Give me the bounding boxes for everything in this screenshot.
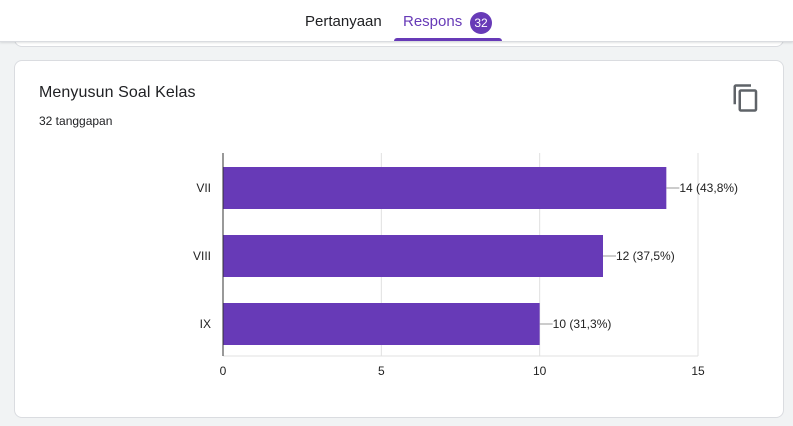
chart-category-label: VIII xyxy=(193,249,211,263)
tab-questions[interactable]: Pertanyaan xyxy=(305,13,382,30)
tab-responses-label: Respons xyxy=(403,13,463,30)
chart-data-label: 12 (37,5%) xyxy=(616,249,675,263)
bar-chart: 14 (43,8%) 12 (37,5%) 10 (31,3%) VII VIII IX… xyxy=(193,153,738,378)
chart-data-label: 14 (43,8%) xyxy=(679,181,738,195)
chart-bar xyxy=(223,167,667,209)
active-tab-indicator xyxy=(394,38,502,41)
chart-data-labels: 14 (43,8%) 12 (37,5%) 10 (31,3%) xyxy=(553,181,738,331)
question-summary-card: 14 (43,8%) 12 (37,5%) 10 (31,3%) VII VIII IX… xyxy=(14,60,784,418)
tab-bar: Pertanyaan Respons 32 xyxy=(0,0,793,41)
tab-responses[interactable]: Respons 32 xyxy=(394,0,502,41)
chart-bars xyxy=(223,167,667,345)
copy-icon xyxy=(733,84,758,112)
chart-category-labels: VII VIII IX xyxy=(193,181,211,331)
chart-category-label: IX xyxy=(200,317,211,331)
copy-chart-button[interactable] xyxy=(731,83,761,113)
chart-data-label: 10 (31,3%) xyxy=(553,317,612,331)
chart-bar xyxy=(223,303,540,345)
chart-bar xyxy=(223,235,603,277)
question-title: Menyusun Soal Kelas xyxy=(39,84,196,101)
responses-count-badge: 32 xyxy=(470,12,492,34)
chart-x-tick-label: 5 xyxy=(378,364,385,378)
top-bar: Pertanyaan Respons 32 xyxy=(0,0,793,42)
chart-tick-labels: 0 5 10 15 xyxy=(220,364,705,378)
chart-category-label: VII xyxy=(196,181,211,195)
chart-x-tick-label: 0 xyxy=(220,364,227,378)
chart-x-tick-label: 15 xyxy=(691,364,705,378)
response-count: 32 tanggapan xyxy=(39,114,113,128)
chart-label-leaders xyxy=(539,187,680,325)
chart-x-tick-label: 10 xyxy=(533,364,547,378)
